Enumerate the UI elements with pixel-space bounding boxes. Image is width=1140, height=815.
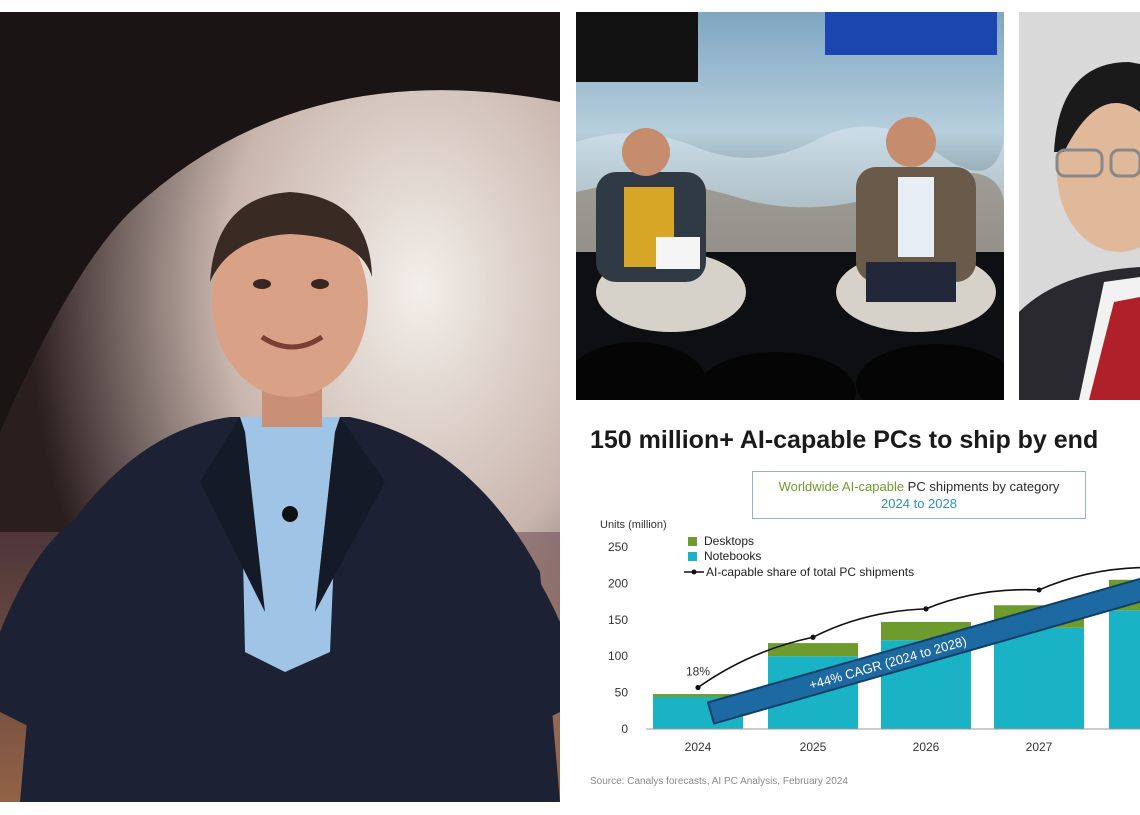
speaker-illustration <box>0 12 560 802</box>
bar-desktops-2025 <box>768 643 858 657</box>
chart-panel: 150 million+ AI-capable PCs to ship by e… <box>576 410 1140 810</box>
share-line-group: 18% <box>686 566 1140 691</box>
bar-desktops-2024 <box>653 694 743 697</box>
y-tick-label: 250 <box>608 540 628 554</box>
y-tick-label: 100 <box>608 649 628 663</box>
photo-portrait-right <box>1019 12 1140 400</box>
legend-marker-share <box>691 569 697 575</box>
bar-chart: Units (million) 0 50 100 150 200 250 2024 2025… <box>600 519 1140 754</box>
subtitle-ai-capable: AI-capable <box>839 479 905 494</box>
portrait-illustration <box>1019 12 1140 400</box>
chart-title: 150 million+ AI-capable PCs to ship by e… <box>590 426 1099 454</box>
subtitle-worldwide: Worldwide <box>778 479 840 494</box>
y-tick-label: 50 <box>615 686 629 700</box>
share-point-2027 <box>1036 587 1042 593</box>
share-label-2024: 18% <box>686 665 710 679</box>
legend-swatch-notebooks <box>688 552 697 561</box>
bar-notebooks-2027 <box>994 627 1084 729</box>
x-tick-label: 2025 <box>800 740 827 754</box>
share-point-2025 <box>810 634 816 640</box>
x-tick-label: 2026 <box>913 740 940 754</box>
y-axis-label: Units (million) <box>600 519 667 531</box>
y-axis-ticks: 0 50 100 150 200 250 <box>608 540 628 736</box>
x-axis-ticks: 20242025202620272028 <box>685 740 1053 754</box>
legend-label-share: AI-capable share of total PC shipments <box>706 565 914 579</box>
share-point-2024 <box>695 684 701 691</box>
y-tick-label: 150 <box>608 613 628 627</box>
subtitle-years: 2024 to 2028 <box>881 496 957 511</box>
legend-label-desktops: Desktops <box>704 534 754 548</box>
chart-source: Source: Canalys forecasts, AI PC Analysi… <box>590 776 848 787</box>
x-tick-label: 2027 <box>1026 740 1053 754</box>
legend-label-notebooks: Notebooks <box>704 549 761 563</box>
x-tick-label: 2024 <box>685 740 712 754</box>
chart-subtitle-box: Worldwide AI-capable PC shipments by cat… <box>752 471 1086 519</box>
legend: Desktops Notebooks AI-capable share of t… <box>684 534 914 579</box>
photo-speaker-left <box>0 12 560 802</box>
share-point-2026 <box>923 606 929 612</box>
y-tick-label: 200 <box>608 576 628 590</box>
cagr-band-rect <box>706 568 1140 725</box>
y-tick-label: 0 <box>621 722 628 736</box>
subtitle-shipments: PC shipments by category <box>904 479 1060 494</box>
legend-swatch-desktops <box>688 537 697 546</box>
panel-discussion-illustration <box>576 12 1004 400</box>
bar-notebooks-2028 <box>1109 610 1140 729</box>
photo-panel-discussion <box>576 12 1004 400</box>
